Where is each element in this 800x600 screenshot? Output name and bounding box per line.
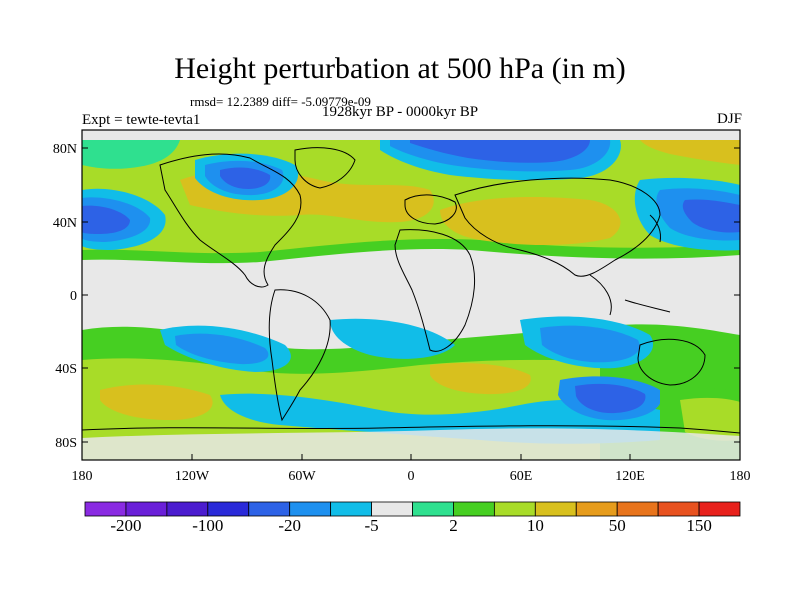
lon-label-60e: 60E (510, 469, 533, 484)
lon-label-60w: 60W (288, 469, 316, 484)
colorbar-tick-label: -5 (364, 516, 379, 535)
colorbar-tick-label: 50 (608, 516, 626, 535)
contour-field (82, 130, 740, 460)
colorbar-tick-label: 150 (686, 516, 712, 535)
colorbar-tick-label: -20 (278, 516, 302, 535)
colorbar-tick-label: -200 (110, 516, 142, 535)
colorbar-swatch (289, 501, 332, 517)
colorbar-swatch (248, 501, 291, 517)
colorbar-swatch (412, 501, 454, 517)
lat-label-0: 0 (70, 289, 77, 304)
colorbar-swatch (166, 501, 209, 517)
colorbar-swatch (84, 501, 127, 517)
season-label: DJF (716, 111, 742, 127)
colorbar-tick-label: -100 (192, 516, 224, 535)
tick-marks (81, 147, 741, 460)
colorbar-swatch (125, 501, 168, 517)
lon-label-180w: 180 (72, 469, 93, 484)
lat-label-40n: 40N (53, 216, 77, 231)
colorbar-swatch (534, 501, 577, 517)
experiment-label: Expt = tewte-tevta1 (82, 112, 201, 128)
colorbar-swatch (616, 501, 659, 517)
lon-label-120e: 120E (615, 469, 645, 484)
coastlines (82, 147, 740, 434)
colorbar (84, 501, 741, 517)
colorbar-swatch (371, 501, 413, 517)
colorbar-swatch (330, 501, 372, 517)
lon-label-120w: 120W (175, 469, 210, 484)
period-label: 1928kyr BP - 0000kyr BP (322, 104, 479, 120)
colorbar-tick-label: 10 (526, 516, 544, 535)
stats-label: rmsd= 12.2389 diff= -5.09779e-09 (190, 94, 371, 109)
lat-label-40s: 40S (55, 362, 77, 377)
lon-label-180e: 180 (730, 469, 751, 484)
colorbar-swatch (207, 501, 250, 517)
colorbar-swatch (453, 501, 495, 517)
colorbar-swatch (575, 501, 618, 517)
colorbar-swatch (698, 501, 741, 517)
lat-label-80s: 80S (55, 436, 77, 451)
colorbar-swatch (493, 501, 536, 517)
map-title: Height perturbation at 500 hPa (in m) (174, 52, 626, 85)
colorbar-tick-label: 2 (449, 516, 458, 535)
lat-label-80n: 80N (53, 142, 77, 157)
lon-label-0: 0 (408, 469, 415, 484)
colorbar-swatch (657, 501, 700, 517)
